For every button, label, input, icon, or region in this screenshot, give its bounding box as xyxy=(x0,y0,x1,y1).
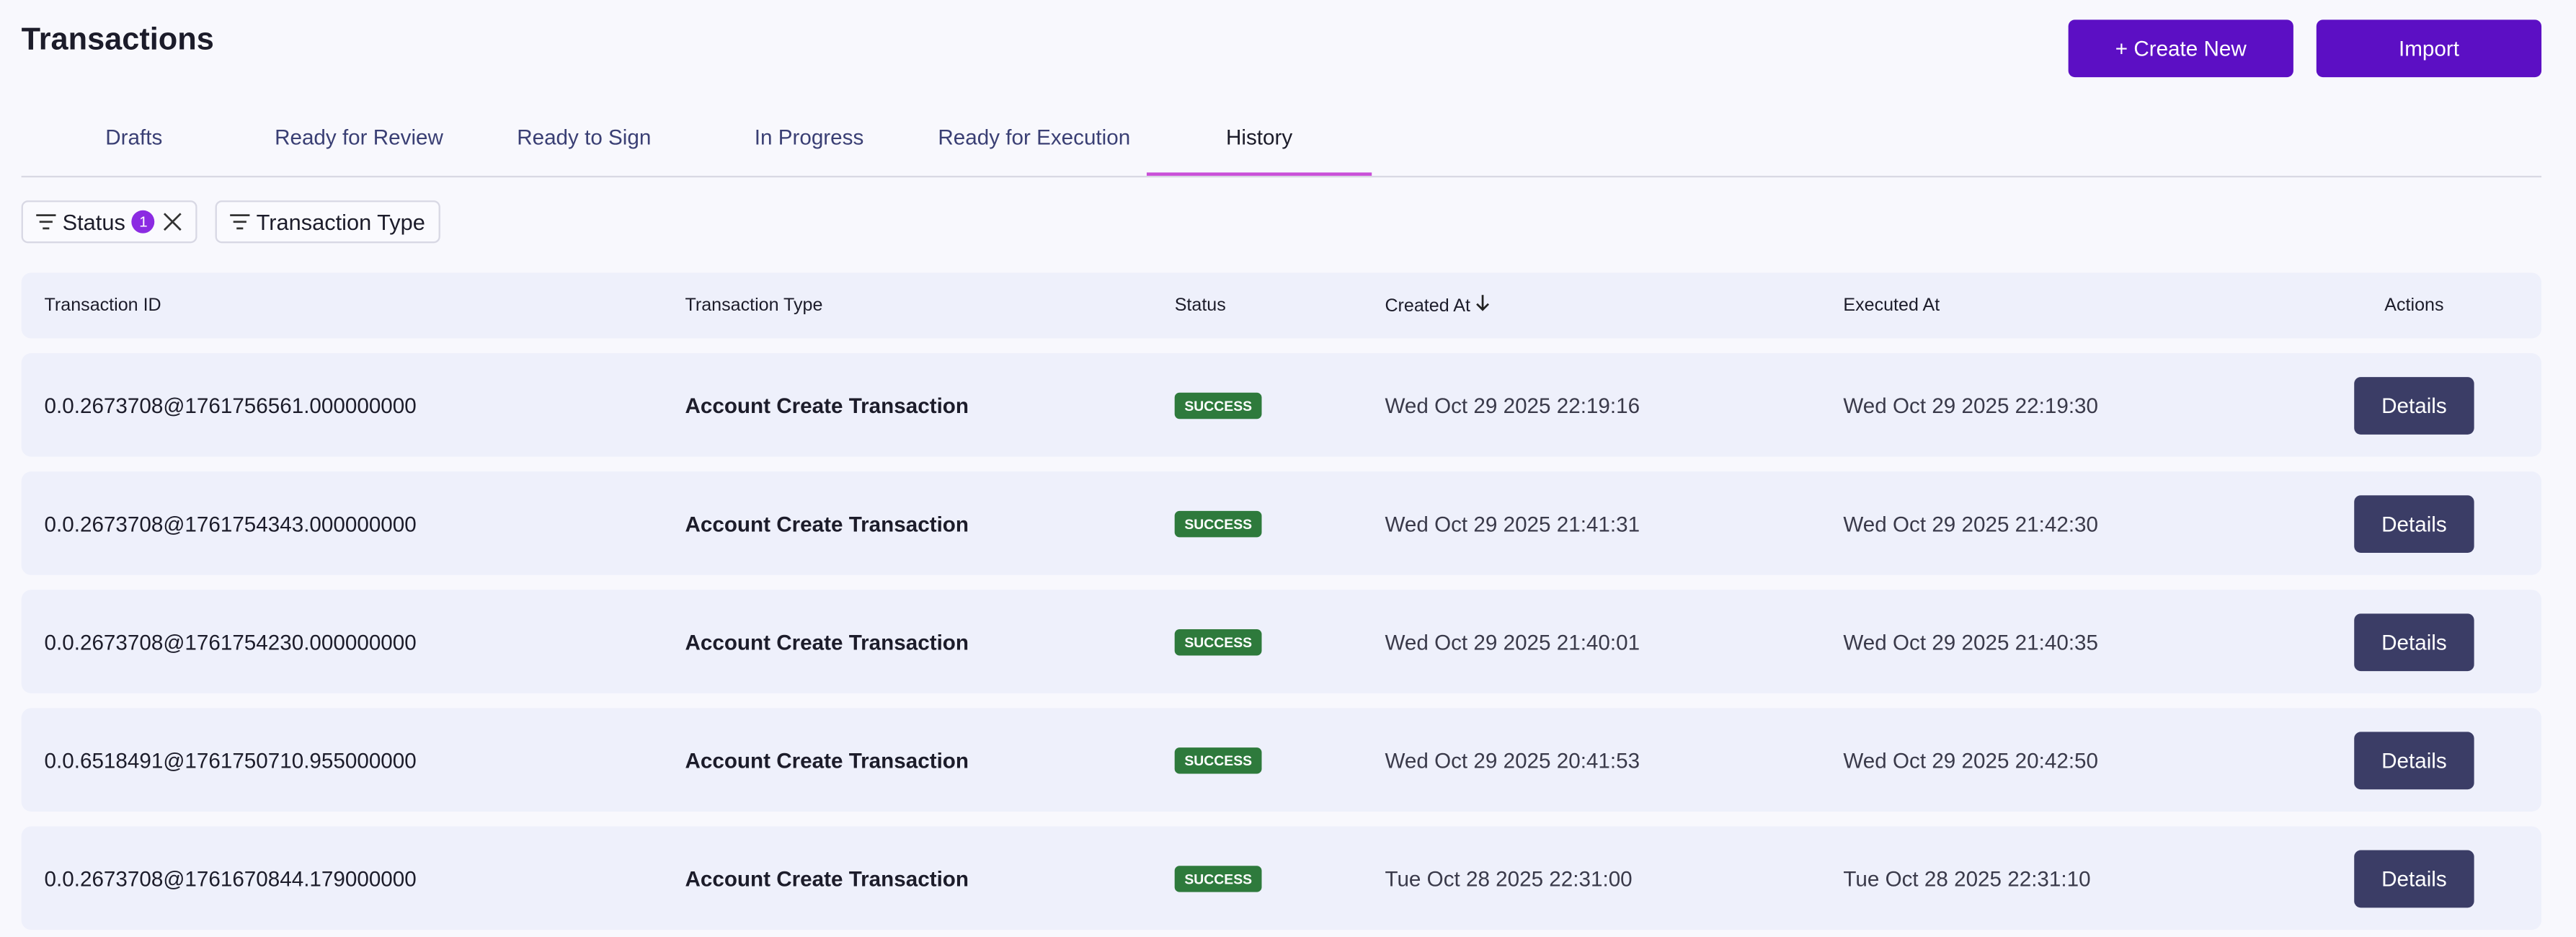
status-badge: SUCCESS xyxy=(1174,628,1262,655)
transaction-type: Account Create Transaction xyxy=(685,510,969,536)
status-badge: SUCCESS xyxy=(1174,510,1262,537)
status-cell: SUCCESS xyxy=(1174,746,1262,773)
table-row: 0.0.2673708@1761756561.000000000 Account … xyxy=(21,353,2542,457)
transaction-type: Account Create Transaction xyxy=(685,392,969,417)
filter-label: Transaction Type xyxy=(256,209,425,234)
clear-filter-icon[interactable] xyxy=(163,212,182,231)
tab[interactable]: In Progress xyxy=(754,125,864,150)
details-button[interactable]: Details xyxy=(2354,376,2474,434)
executed-at: Wed Oct 29 2025 21:40:35 xyxy=(1843,629,2099,654)
transaction-id: 0.0.2673708@1761670844.179000000 xyxy=(44,866,417,891)
filter-chip[interactable]: Transaction Type xyxy=(215,200,440,244)
executed-at: Wed Oct 29 2025 21:42:30 xyxy=(1843,510,2099,536)
transaction-type: Account Create Transaction xyxy=(685,747,969,773)
tab[interactable]: Ready for Review xyxy=(275,125,443,150)
filter-icon xyxy=(230,214,250,230)
status-badge: SUCCESS xyxy=(1174,391,1262,419)
executed-at: Wed Oct 29 2025 20:42:50 xyxy=(1843,747,2099,773)
executed-at: Wed Oct 29 2025 22:19:30 xyxy=(1843,392,2099,417)
executed-at: Tue Oct 28 2025 22:31:10 xyxy=(1843,866,2091,891)
create-new-button[interactable]: + Create New xyxy=(2068,19,2293,78)
tab[interactable]: Drafts xyxy=(105,125,163,150)
import-button[interactable]: Import xyxy=(2316,19,2542,78)
details-button[interactable]: Details xyxy=(2354,494,2474,552)
details-button[interactable]: Details xyxy=(2354,613,2474,670)
column-header[interactable]: Created At xyxy=(1385,295,1490,316)
created-at: Wed Oct 29 2025 21:41:31 xyxy=(1385,510,1640,536)
table-header: Transaction ID Transaction Type Status Crea… xyxy=(21,272,2542,339)
tab[interactable]: Ready to Sign xyxy=(517,125,652,150)
column-header: Transaction ID xyxy=(44,296,161,316)
table-row: 0.0.2673708@1761754343.000000000 Account … xyxy=(21,471,2542,575)
status-badge: SUCCESS xyxy=(1174,865,1262,892)
created-at: Wed Oct 29 2025 21:40:01 xyxy=(1385,629,1640,654)
tab-divider xyxy=(21,175,2542,178)
created-at: Wed Oct 29 2025 22:19:16 xyxy=(1385,392,1640,417)
details-button[interactable]: Details xyxy=(2354,731,2474,789)
status-badge: SUCCESS xyxy=(1174,746,1262,773)
tab[interactable]: Ready for Execution xyxy=(938,125,1131,150)
filter-chip[interactable]: Status 1 xyxy=(21,200,198,244)
filter-label: Status xyxy=(62,209,125,234)
transaction-id: 0.0.6518491@1761750710.955000000 xyxy=(44,747,417,773)
created-at: Tue Oct 28 2025 22:31:00 xyxy=(1385,866,1633,891)
status-cell: SUCCESS xyxy=(1174,391,1262,419)
column-header: Executed At xyxy=(1843,296,1940,316)
column-header: Transaction Type xyxy=(685,296,823,316)
transaction-id: 0.0.2673708@1761754230.000000000 xyxy=(44,629,417,654)
column-header: Status xyxy=(1174,296,1226,316)
transaction-type: Account Create Transaction xyxy=(685,629,969,654)
filter-count-badge: 1 xyxy=(131,210,155,234)
status-cell: SUCCESS xyxy=(1174,510,1262,537)
created-at: Wed Oct 29 2025 20:41:53 xyxy=(1385,747,1640,773)
table-row: 0.0.2673708@1761754230.000000000 Account … xyxy=(21,590,2542,693)
table-row: 0.0.2673708@1761670844.179000000 Account … xyxy=(21,826,2542,931)
sort-desc-icon xyxy=(1476,295,1490,311)
details-button[interactable]: Details xyxy=(2354,849,2474,907)
active-tab-underline xyxy=(1146,172,1372,176)
tab[interactable]: History xyxy=(1225,125,1293,150)
transaction-type: Account Create Transaction xyxy=(685,866,969,891)
transaction-id: 0.0.2673708@1761756561.000000000 xyxy=(44,392,417,417)
status-cell: SUCCESS xyxy=(1174,865,1262,892)
column-header: Actions xyxy=(2384,296,2444,316)
status-cell: SUCCESS xyxy=(1174,628,1262,655)
table-row: 0.0.6518491@1761750710.955000000 Account … xyxy=(21,708,2542,812)
page-title: Transactions xyxy=(21,22,214,58)
filter-icon xyxy=(36,214,56,230)
transaction-id: 0.0.2673708@1761754343.000000000 xyxy=(44,510,417,536)
